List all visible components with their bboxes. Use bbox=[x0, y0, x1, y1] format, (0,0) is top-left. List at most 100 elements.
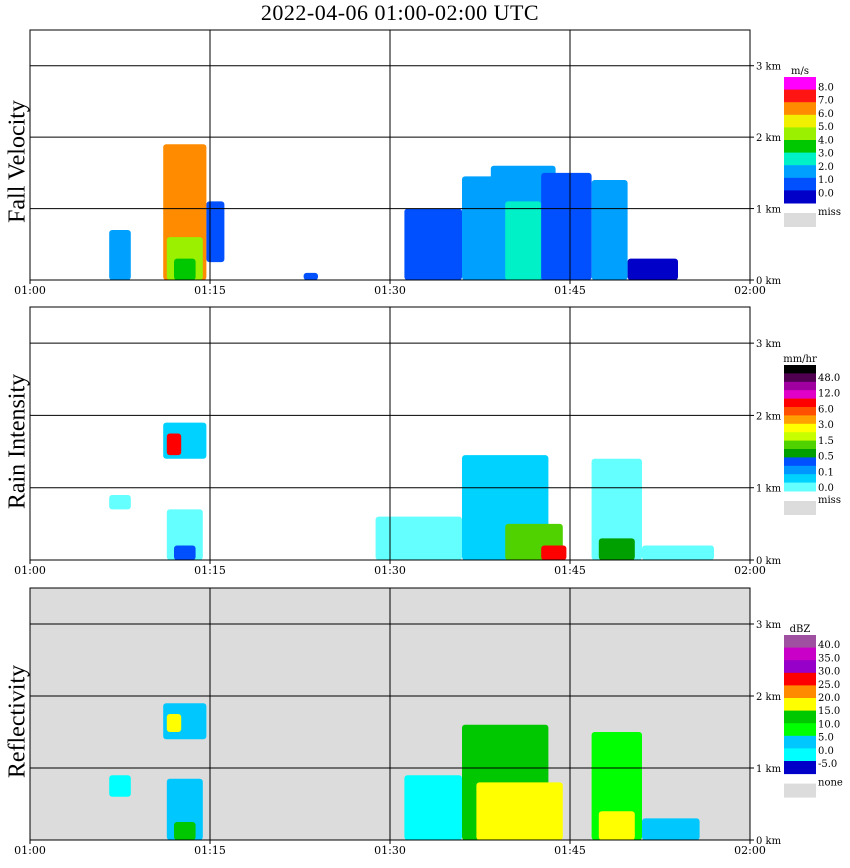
legend-label: 12.0 bbox=[818, 389, 840, 400]
echo-cell-10 bbox=[591, 180, 628, 280]
legend-swatch bbox=[784, 449, 816, 458]
y-tick-label: 1 km bbox=[756, 205, 782, 216]
legend-label: 3.0 bbox=[818, 420, 834, 431]
echo-cell-8 bbox=[541, 545, 567, 560]
legend-missing-swatch bbox=[784, 213, 816, 227]
legend-label: 5.0 bbox=[818, 733, 834, 744]
echo-cell-5 bbox=[404, 775, 462, 840]
x-tick-label: 01:30 bbox=[374, 844, 406, 857]
legend-swatch bbox=[784, 140, 816, 154]
legend-swatch bbox=[784, 407, 816, 416]
legend-swatch bbox=[784, 165, 816, 179]
legend-label: 40.0 bbox=[818, 640, 840, 651]
legend-swatch bbox=[784, 423, 816, 433]
echo-cell-11 bbox=[642, 545, 714, 560]
legend-swatch bbox=[784, 177, 816, 191]
x-tick-label: 02:00 bbox=[734, 284, 766, 297]
panel-fall-velocity: 01:00 01:15 01:30 01:45 02:00 3 km 2 km 1 km 0 k… bbox=[14, 29, 841, 297]
y-tick-label: 2 km bbox=[756, 411, 782, 422]
echo-cell-2 bbox=[174, 258, 196, 280]
legend-label: 20.0 bbox=[818, 693, 840, 704]
legend-label: 2.0 bbox=[818, 162, 834, 173]
legend-label: -5.0 bbox=[818, 759, 837, 770]
legend-missing-swatch bbox=[784, 501, 816, 515]
legend-swatch bbox=[784, 77, 816, 91]
y-tick-label: 3 km bbox=[756, 339, 782, 350]
legend-label: 25.0 bbox=[818, 680, 840, 691]
y-tick-label: 3 km bbox=[756, 62, 782, 73]
x-tick-label: 01:00 bbox=[14, 564, 46, 577]
legend-swatch bbox=[784, 660, 816, 674]
legend-label: 6.0 bbox=[818, 109, 834, 120]
y-tick-label: 0 km bbox=[756, 836, 782, 847]
echo-cell-7 bbox=[476, 782, 563, 840]
legend-swatch bbox=[784, 102, 816, 116]
legend-label: 10.0 bbox=[818, 719, 840, 730]
echo-cell-4 bbox=[206, 201, 225, 263]
legend-swatch bbox=[784, 698, 816, 712]
legend-swatch bbox=[784, 647, 816, 661]
echo-cell-9 bbox=[598, 811, 635, 840]
legend-swatch bbox=[784, 635, 816, 649]
echo-cell-9 bbox=[541, 172, 592, 280]
y-tick-label: 0 km bbox=[756, 276, 782, 287]
y-tick-label: 2 km bbox=[756, 692, 782, 703]
legend-missing-label: miss bbox=[818, 495, 841, 506]
echo-cell-5 bbox=[404, 208, 462, 280]
x-tick-label: 01:15 bbox=[194, 844, 226, 857]
legend-label: 0.0 bbox=[818, 188, 834, 199]
legend-swatch bbox=[784, 390, 816, 400]
legend-swatch bbox=[784, 457, 816, 467]
legend-swatch bbox=[784, 190, 816, 204]
legend-swatch bbox=[784, 474, 816, 484]
y-tick-label: 3 km bbox=[756, 620, 782, 631]
y-tick-label: 1 km bbox=[756, 484, 782, 495]
y-tick-label: 1 km bbox=[756, 764, 782, 775]
x-tick-label: 01:15 bbox=[194, 564, 226, 577]
legend-missing-swatch bbox=[784, 783, 816, 798]
x-tick-label: 01:45 bbox=[554, 844, 586, 857]
echo-cell-9 bbox=[591, 458, 642, 560]
legend-label: 1.0 bbox=[818, 175, 834, 186]
legend-unit: m/s bbox=[791, 66, 809, 77]
legend-swatch bbox=[784, 710, 816, 724]
x-tick-label: 02:00 bbox=[734, 564, 766, 577]
x-tick-label: 01:00 bbox=[14, 284, 46, 297]
legend-label: 0.5 bbox=[818, 452, 834, 463]
panel-reflectivity: 01:00 01:15 01:30 01:45 02:00 3 km 2 km 1 km 0 k… bbox=[14, 587, 843, 857]
echo-cell-4 bbox=[109, 775, 131, 797]
legend-swatch bbox=[784, 735, 816, 749]
legend-label: 30.0 bbox=[818, 667, 840, 678]
legend-swatch bbox=[784, 748, 816, 762]
legend-label: 5.0 bbox=[818, 122, 834, 133]
echo-cell-11 bbox=[627, 258, 678, 280]
legend-swatch bbox=[784, 761, 816, 775]
legend-swatch bbox=[784, 89, 816, 103]
legend-swatch bbox=[784, 152, 816, 166]
legend-missing-label: miss bbox=[818, 207, 841, 218]
x-tick-label: 01:00 bbox=[14, 844, 46, 857]
legend-label: 0.0 bbox=[818, 746, 834, 757]
x-tick-label: 02:00 bbox=[734, 844, 766, 857]
legend-label: 15.0 bbox=[818, 706, 840, 717]
legend-swatch bbox=[784, 672, 816, 686]
legend-swatch bbox=[784, 415, 816, 425]
legend-swatch bbox=[784, 114, 816, 128]
x-tick-label: 01:30 bbox=[374, 284, 406, 297]
legend-label: 6.0 bbox=[818, 404, 834, 415]
legend-label: 3.0 bbox=[818, 149, 834, 160]
legend-swatch bbox=[784, 398, 816, 408]
y-tick-label: 0 km bbox=[756, 556, 782, 567]
legend-swatch bbox=[784, 127, 816, 141]
y-tick-label: 2 km bbox=[756, 133, 782, 144]
echo-cell-10 bbox=[642, 818, 700, 840]
legend-label: 1.5 bbox=[818, 436, 834, 447]
legend-unit: mm/hr bbox=[783, 354, 817, 365]
legend-swatch bbox=[784, 440, 816, 450]
legend-swatch bbox=[784, 465, 816, 475]
legend-swatch bbox=[784, 432, 816, 442]
legend-label: 0.0 bbox=[818, 483, 834, 494]
echo-cell-3 bbox=[109, 230, 131, 280]
echo-cell-8 bbox=[505, 201, 542, 280]
legend-label: 35.0 bbox=[818, 653, 840, 664]
